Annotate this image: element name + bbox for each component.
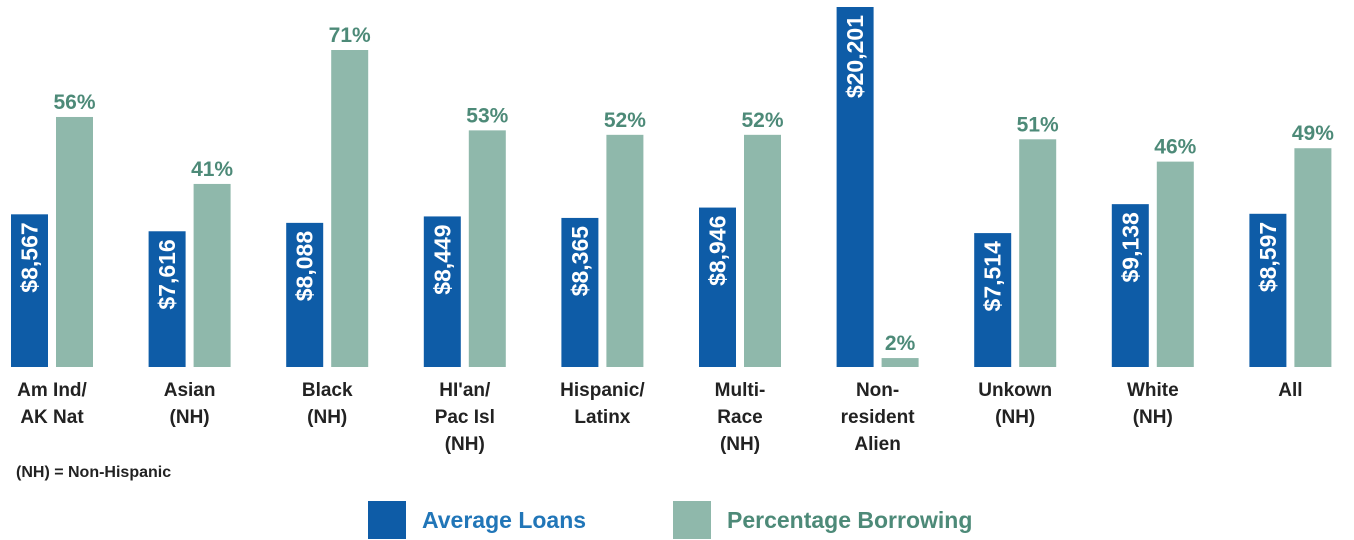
bar-percentage-borrowing — [56, 116, 93, 367]
data-label-average-loans: $8,597 — [1255, 222, 1281, 292]
bar-average-loans — [423, 216, 461, 367]
data-label-percentage-borrowing: 51% — [1017, 113, 1059, 136]
legend-swatch-percentage-borrowing — [673, 501, 711, 539]
bar-percentage-borrowing — [193, 183, 231, 367]
bar-average-loans — [148, 231, 186, 367]
category-label: Am Ind/AK Nat — [17, 380, 87, 428]
legend-label-percentage-borrowing: Percentage Borrowing — [727, 506, 973, 533]
data-label-average-loans: $8,567 — [17, 222, 43, 292]
bar-percentage-borrowing — [606, 134, 644, 367]
data-label-average-loans: $7,616 — [154, 239, 180, 309]
legend-label-average-loans: Average Loans — [422, 506, 587, 533]
bar-average-loans — [699, 207, 736, 367]
data-label-average-loans: $8,088 — [292, 231, 318, 302]
data-label-percentage-borrowing: 41% — [191, 158, 233, 181]
data-label-percentage-borrowing: 46% — [1154, 136, 1196, 159]
bar-average-loans — [286, 222, 324, 367]
category-label: All — [1278, 380, 1302, 401]
bar-percentage-borrowing — [1019, 139, 1057, 367]
bar-average-loans — [836, 7, 874, 367]
category-label: Non-resident Alien — [841, 380, 916, 455]
bar-average-loans — [1249, 213, 1287, 367]
legend-item-average-loans: Average Loans — [368, 500, 586, 540]
legend-swatch-average-loans — [368, 501, 406, 539]
bar-percentage-borrowing — [468, 130, 506, 367]
data-label-percentage-borrowing: 2% — [885, 332, 916, 355]
bar-percentage-borrowing — [881, 358, 919, 367]
data-label-average-loans: $9,138 — [1117, 212, 1143, 283]
category-label: Unkown (NH) — [978, 380, 1052, 428]
data-label-percentage-borrowing: 49% — [1292, 122, 1334, 145]
category-label: White (NH) — [1127, 380, 1179, 428]
bar-percentage-borrowing — [331, 50, 369, 367]
data-label-percentage-borrowing: 52% — [741, 109, 783, 132]
data-label-percentage-borrowing: 52% — [604, 109, 646, 132]
bar-percentage-borrowing — [744, 134, 781, 367]
legend-item-percentage-borrowing: Percentage Borrowing — [673, 500, 972, 540]
bar-average-loans — [974, 233, 1012, 367]
bar-average-loans — [561, 217, 599, 367]
data-label-percentage-borrowing: 71% — [329, 24, 371, 47]
category-label: HI'an/Pac Isl (NH) — [435, 380, 495, 455]
data-label-percentage-borrowing: 56% — [53, 91, 95, 114]
category-label: Black (NH) — [302, 380, 353, 428]
bar-average-loans — [11, 214, 48, 367]
footnote: (NH) = Non-Hispanic — [16, 464, 172, 481]
data-label-average-loans: $20,201 — [842, 15, 868, 98]
category-label: Hispanic/Latinx — [560, 380, 645, 428]
category-label: Asian (NH) — [164, 380, 216, 428]
data-label-percentage-borrowing: 53% — [466, 104, 508, 127]
data-label-average-loans: $8,365 — [567, 226, 593, 297]
bar-percentage-borrowing — [1294, 148, 1332, 367]
bar-percentage-borrowing — [1156, 161, 1194, 367]
data-label-average-loans: $8,946 — [705, 216, 731, 286]
data-label-average-loans: $7,514 — [980, 241, 1006, 312]
bar-average-loans — [1111, 204, 1149, 367]
category-label: Multi-Race (NH) — [715, 380, 766, 455]
data-label-average-loans: $8,449 — [429, 224, 455, 294]
